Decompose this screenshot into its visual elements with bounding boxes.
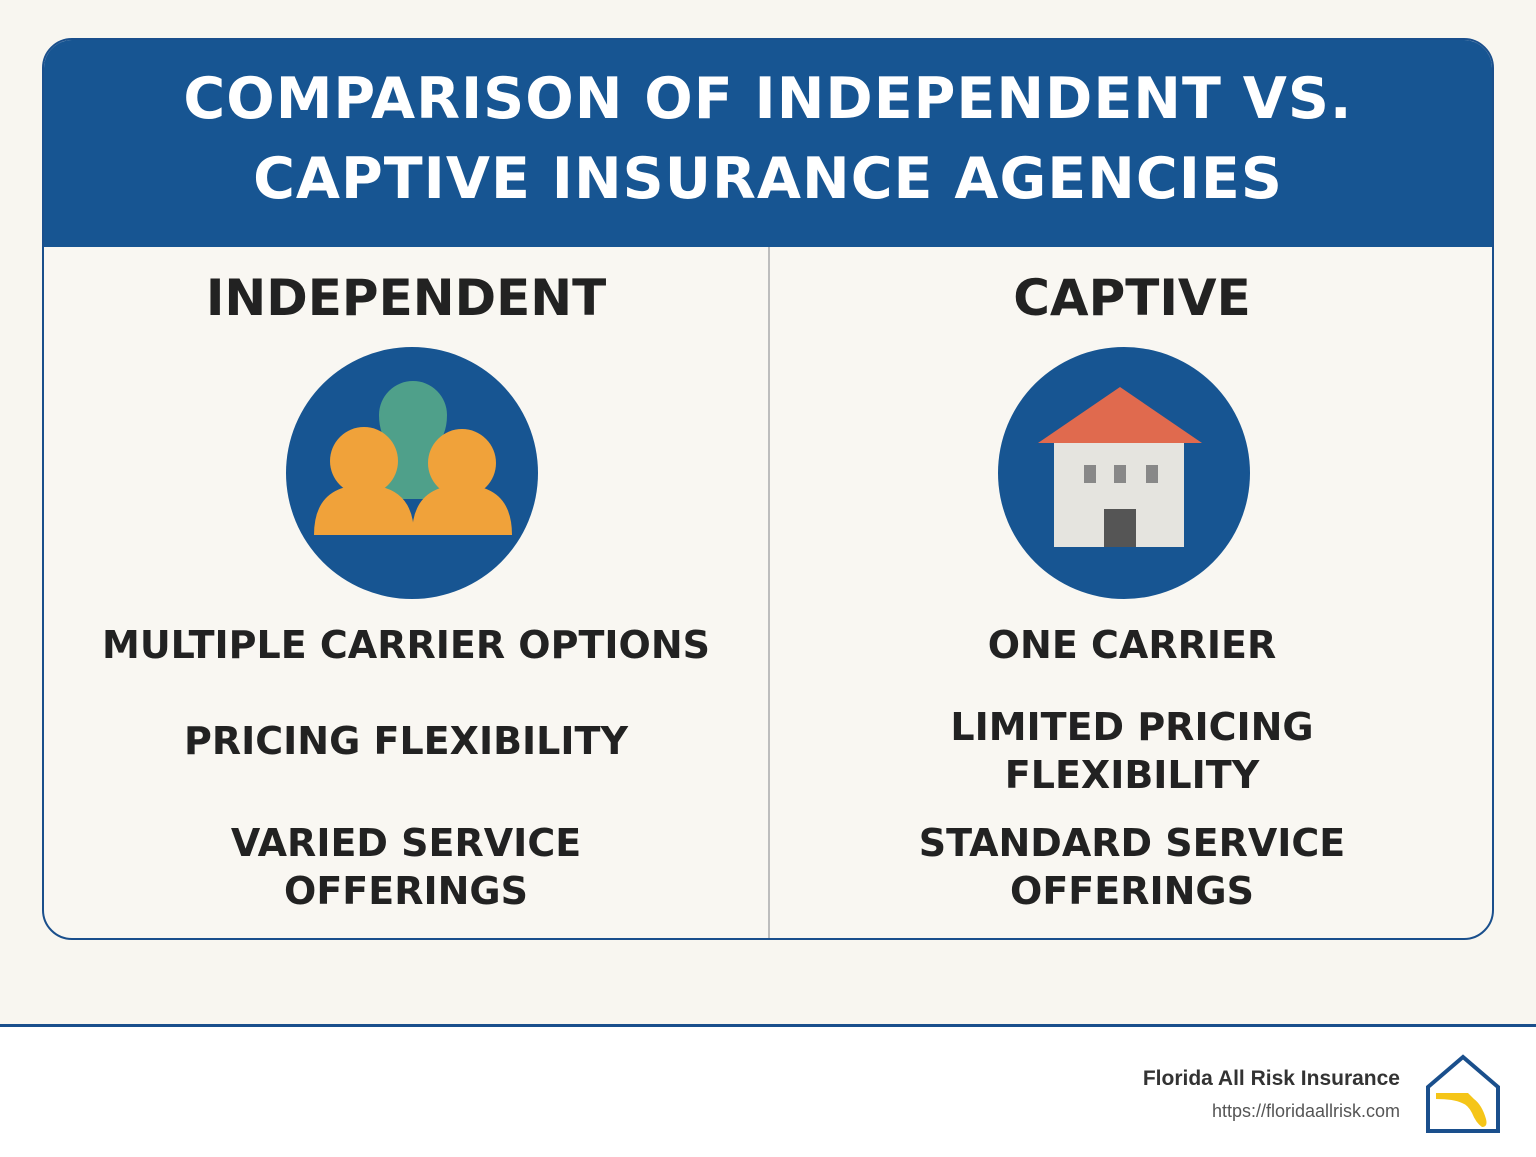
item: MULTIPLE CARRIER OPTIONS	[102, 623, 710, 667]
logo	[1426, 1054, 1500, 1133]
header: COMPARISON OF INDEPENDENT VS. CAPTIVE IN…	[44, 40, 1492, 247]
item: LIMITED PRICING FLEXIBILITY	[950, 705, 1314, 797]
brand: Florida All Risk Insurance	[1142, 1067, 1400, 1090]
divider	[768, 247, 770, 938]
item: STANDARD SERVICE OFFERINGS	[918, 821, 1346, 913]
people-icon	[286, 347, 538, 599]
item: ONE CARRIER	[987, 623, 1277, 667]
column-heading: INDEPENDENT	[205, 269, 607, 327]
column-heading: CAPTIVE	[1013, 269, 1251, 327]
title-line: COMPARISON OF INDEPENDENT VS.	[183, 66, 1353, 132]
item: PRICING FLEXIBILITY	[184, 719, 628, 763]
url: https://floridaallrisk.com	[1211, 1101, 1400, 1121]
title-line: CAPTIVE INSURANCE AGENCIES	[253, 146, 1283, 212]
column: INDEPENDENT MULTIPLE CARRIER OPTIONS PRI…	[44, 247, 768, 937]
item: VARIED SERVICE OFFERINGS	[230, 821, 582, 913]
comparison-card: COMPARISON OF INDEPENDENT VS. CAPTIVE IN…	[42, 38, 1494, 940]
house-icon	[998, 347, 1250, 599]
column: CAPTIVE ONE CARRIER LIMITED PRICING FLEX…	[770, 247, 1492, 937]
footer: Florida All Risk Insurance https://flori…	[0, 1024, 1536, 1157]
